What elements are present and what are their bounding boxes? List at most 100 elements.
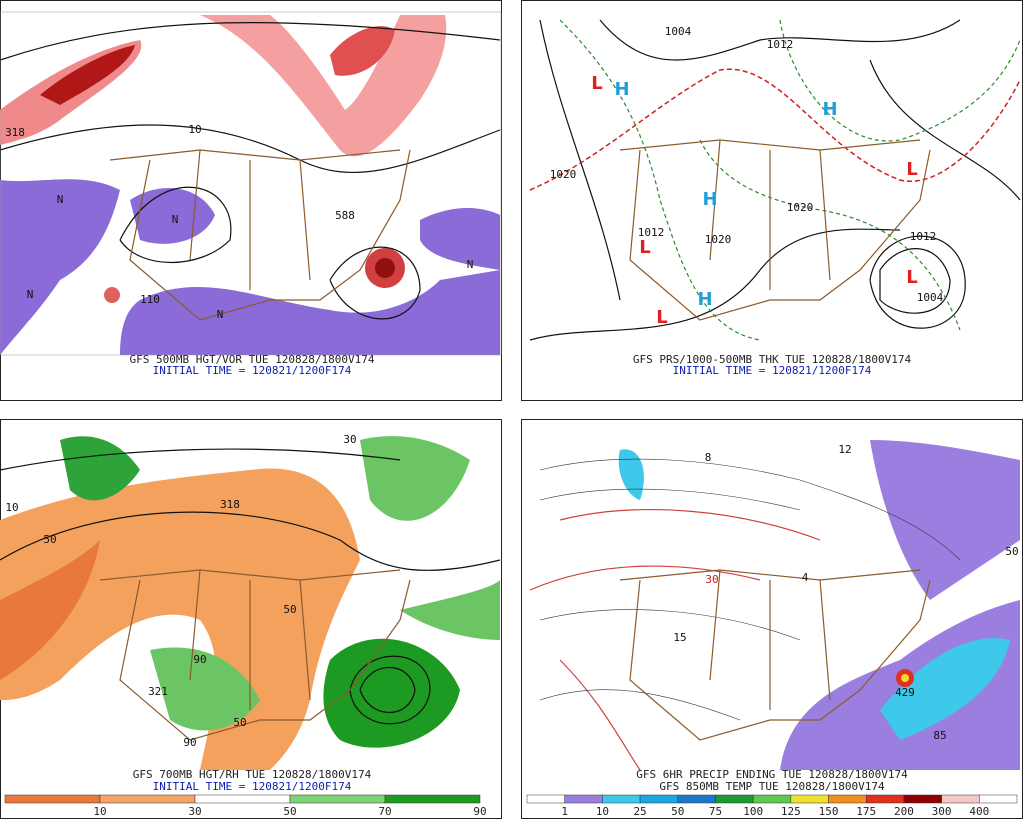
political-border bbox=[99, 569, 411, 741]
pressure-center: H bbox=[822, 99, 837, 120]
moist-area bbox=[150, 647, 260, 731]
contour-label: 321 bbox=[148, 685, 168, 698]
contour-label: 30 bbox=[705, 573, 718, 586]
legend-swatch bbox=[752, 794, 792, 804]
contour-label: 30 bbox=[343, 433, 356, 446]
legend-swatch bbox=[99, 794, 196, 804]
pressure-center: L bbox=[656, 307, 667, 328]
legend-swatch bbox=[677, 794, 716, 804]
contour-label: 429 bbox=[895, 686, 915, 699]
map-700mb bbox=[0, 436, 501, 770]
vorticity-area bbox=[330, 26, 395, 76]
legend-label: 25 bbox=[633, 805, 646, 818]
legend-swatch bbox=[828, 794, 867, 804]
legend-label: 10 bbox=[93, 805, 106, 818]
legend-label: 10 bbox=[596, 805, 609, 818]
legend-swatch bbox=[865, 794, 905, 804]
political-border bbox=[109, 149, 411, 321]
initial-time: INITIAL TIME = 120821/1200F174 bbox=[153, 364, 352, 377]
contour-label: 50 bbox=[1005, 545, 1018, 558]
pressure-center: H bbox=[697, 289, 712, 310]
legend-swatch bbox=[289, 794, 386, 804]
contour-label: 1004 bbox=[917, 291, 944, 304]
map-area bbox=[0, 11, 502, 356]
contour-label: 50 bbox=[43, 533, 56, 546]
contour-label: N bbox=[467, 258, 474, 271]
map-precip bbox=[529, 440, 1020, 771]
legend-swatch bbox=[790, 794, 829, 804]
contour-label: 318 bbox=[220, 498, 240, 511]
contour-label: 1020 bbox=[550, 168, 577, 181]
contour-label: 12 bbox=[838, 443, 851, 456]
legend-label: 200 bbox=[894, 805, 914, 818]
legend-label: 300 bbox=[932, 805, 952, 818]
contour-label: 85 bbox=[933, 729, 946, 742]
contour-label: 1012 bbox=[638, 226, 665, 239]
vorticity-area bbox=[200, 15, 447, 157]
map-500mb bbox=[0, 11, 502, 356]
legend-swatch bbox=[4, 794, 101, 804]
pressure-center: H bbox=[614, 79, 629, 100]
contour-label: N bbox=[172, 213, 179, 226]
legend-label: 50 bbox=[283, 805, 296, 818]
panel-frame bbox=[521, 0, 1023, 401]
pressure-center: L bbox=[906, 267, 917, 288]
vorticity-area bbox=[420, 208, 500, 270]
moist-area bbox=[360, 436, 470, 521]
contour-label: 1020 bbox=[705, 233, 732, 246]
temperature-contour bbox=[529, 508, 821, 771]
pressure-center: H bbox=[702, 189, 717, 210]
legend-label: 175 bbox=[856, 805, 876, 818]
contour-label: 15 bbox=[673, 631, 686, 644]
moist-area bbox=[323, 638, 460, 748]
map-caption: GFS 850MB TEMP TUE 120828/1800V174 bbox=[659, 780, 885, 793]
moist-area bbox=[60, 436, 140, 501]
legend-swatch bbox=[194, 794, 291, 804]
legend-swatch bbox=[903, 794, 942, 804]
vorticity-area bbox=[0, 179, 120, 355]
legend-swatch bbox=[564, 794, 603, 804]
pressure-center: L bbox=[639, 237, 650, 258]
dry-area bbox=[0, 468, 360, 770]
legend-label: 30 bbox=[188, 805, 201, 818]
pressure-center: L bbox=[591, 73, 602, 94]
contour-label: 8 bbox=[705, 451, 712, 464]
thickness-line bbox=[529, 68, 1021, 191]
contour-label: 10 bbox=[188, 123, 201, 136]
legend-label: 150 bbox=[819, 805, 839, 818]
isobar bbox=[529, 19, 1021, 341]
legend-label: 90 bbox=[473, 805, 486, 818]
contour-label: 10 bbox=[5, 501, 18, 514]
vorticity-max bbox=[40, 45, 135, 105]
political-border bbox=[619, 569, 931, 741]
legend-label: 125 bbox=[781, 805, 801, 818]
initial-time: INITIAL TIME = 120821/1200F174 bbox=[153, 780, 352, 793]
legend-swatch bbox=[602, 794, 641, 804]
moist-area bbox=[400, 580, 500, 640]
vorticity-area bbox=[120, 270, 500, 355]
precip-area bbox=[870, 440, 1020, 600]
legend-label: 400 bbox=[969, 805, 989, 818]
map-caption: GFS 700MB HGT/RH TUE 120828/1800V174 bbox=[133, 768, 372, 781]
contour-label: N bbox=[27, 288, 34, 301]
dry-area bbox=[0, 540, 100, 680]
thickness-line bbox=[559, 19, 1021, 341]
vorticity-area bbox=[130, 188, 215, 244]
contour-label: 1012 bbox=[767, 38, 794, 51]
map-caption: GFS 6HR PRECIP ENDING TUE 120828/1800V17… bbox=[636, 768, 908, 781]
map-caption: GFS 500MB HGT/VOR TUE 120828/1800V174 bbox=[129, 353, 374, 366]
contour-label: N bbox=[57, 193, 64, 206]
legend-swatch bbox=[941, 794, 980, 804]
map-prs-thk bbox=[529, 19, 1021, 341]
precip-area bbox=[618, 449, 644, 500]
vorticity-max bbox=[104, 287, 120, 303]
contour-label: 50 bbox=[283, 603, 296, 616]
contour-label: 318 bbox=[5, 126, 25, 139]
legend-swatch bbox=[979, 794, 1018, 804]
legend-swatch bbox=[639, 794, 679, 804]
contour-label: 90 bbox=[183, 736, 196, 749]
height-contour bbox=[0, 448, 501, 725]
legend-swatch bbox=[384, 794, 481, 804]
legend-label: 100 bbox=[743, 805, 763, 818]
